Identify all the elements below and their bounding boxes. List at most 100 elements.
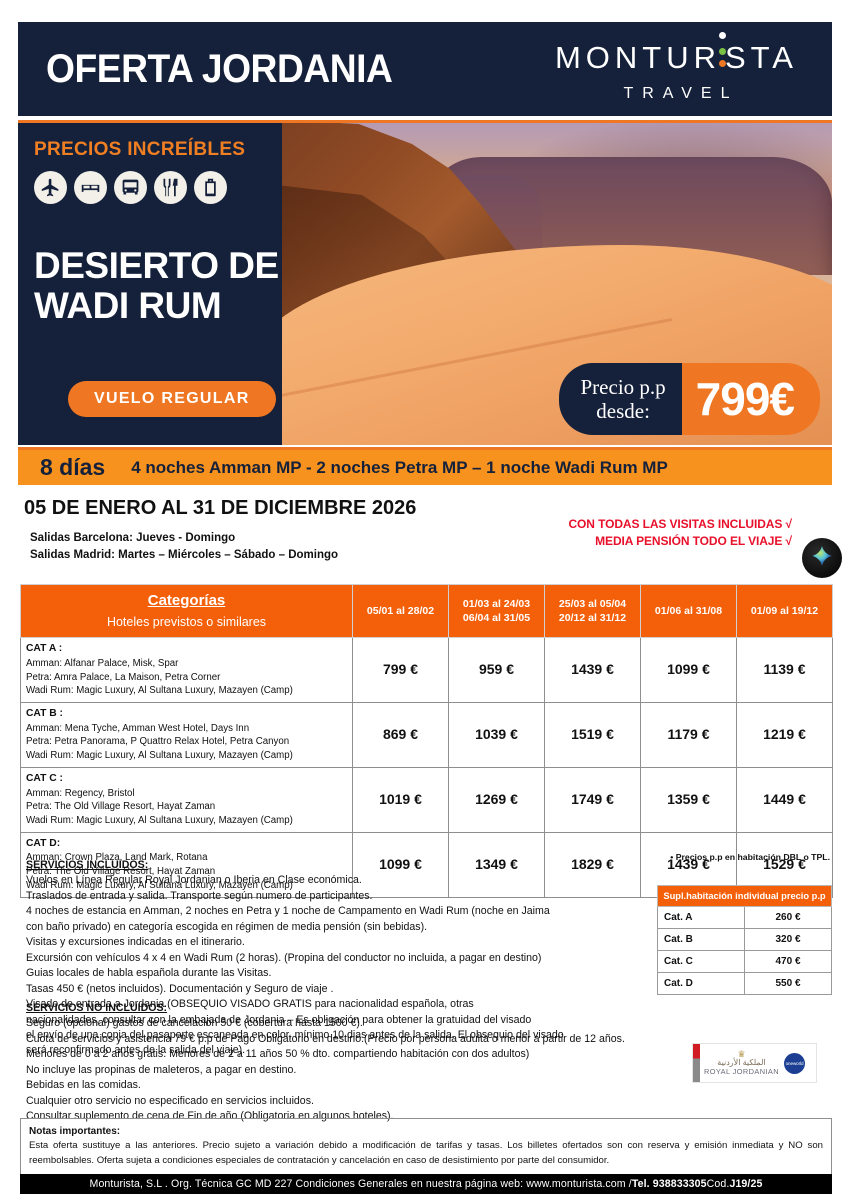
hotels-wadirum: Wadi Rum: Magic Luxury, Al Sultana Luxur…	[26, 815, 293, 827]
supplement-category: Cat. A	[657, 906, 745, 929]
hotels-amman: Amman: Alfanar Palace, Misk, Spar	[26, 657, 179, 669]
header-bar: OFERTA JORDANIA MONTUR STA TRAVEL	[18, 22, 832, 116]
service-not-included-line: Seguro (opcional) gastos de cancelación …	[26, 1017, 363, 1030]
supplement-amount: 320 €	[744, 928, 832, 951]
luggage-icon	[194, 171, 227, 204]
service-included-line: Traslados de entrada y salida. Transport…	[26, 889, 373, 902]
footer-phone: Tel. 938833305	[631, 1178, 707, 1190]
supplement-row: Cat. C 470 €	[657, 950, 832, 973]
price-label-line1: Precio p.p	[580, 374, 666, 399]
column-header-period-2: 01/03 al 24/03 06/04 al 31/05	[448, 583, 545, 639]
supplement-amount: 550 €	[744, 972, 832, 995]
price-footnote: • Precios p.p en habitación DBL o TPL.	[670, 852, 830, 862]
price-cell: 1439 €	[544, 637, 641, 704]
supplement-row: Cat. B 320 €	[657, 928, 832, 951]
departures-block: Salidas Barcelona: Jueves - Domingo Sali…	[30, 530, 338, 565]
airline-name-arabic: الملكية الأردنية	[717, 1058, 766, 1068]
category-cell: CAT A : Amman: Alfanar Palace, Misk, Spar…	[20, 637, 353, 704]
column-header-period-1: 05/01 al 28/02	[352, 583, 449, 639]
departures-barcelona: Salidas Barcelona: Jueves - Domingo	[30, 532, 236, 544]
price-cell: 1099 €	[352, 831, 449, 898]
services-included-title: SERVICIOS INCLUIDOS:	[26, 859, 149, 871]
service-included-line: Visitas y excursiones indicadas en el it…	[26, 936, 245, 949]
flight-type-badge[interactable]: VUELO REGULAR	[68, 381, 276, 417]
price-cell: 1449 €	[736, 766, 833, 833]
bed-icon	[74, 171, 107, 204]
service-not-included-line: Menores de 0 a 2 años gratis. Menores de…	[26, 1048, 530, 1061]
price-cell: 1139 €	[736, 637, 833, 704]
category-cell: CAT D: Amman: Crown Plaza, Land Mark, Rot…	[20, 831, 353, 898]
hero-kicker: PRECIOS INCREÍBLES	[34, 139, 246, 160]
service-not-included-line: Consultar suplemento de cena de Fin de a…	[26, 1110, 394, 1123]
price-cell: 1749 €	[544, 766, 641, 833]
service-included-line: Vuelos en Línea Regular Royal Jordanian …	[26, 874, 362, 887]
supplement-table-header: Supl.habitación individual precio p.p	[657, 885, 832, 907]
globe-icon	[802, 538, 842, 578]
hotels-petra: Petra: Petra Panorama, P Quattro Relax H…	[26, 736, 290, 748]
airline-name: ROYAL JORDANIAN	[704, 1067, 779, 1077]
plane-icon	[34, 171, 67, 204]
departures-madrid: Salidas Madrid: Martes – Miércoles – Sáb…	[30, 549, 339, 562]
notes-title: Notas importantes:	[29, 1126, 121, 1137]
service-not-included-line: Bebidas en las comidas.	[26, 1079, 141, 1092]
price-cell: 1099 €	[640, 637, 737, 704]
column-header-period-4: 01/06 al 31/08	[640, 583, 737, 639]
brand-tagline: TRAVEL	[623, 84, 739, 102]
price-cell: 1179 €	[640, 702, 737, 768]
price-label: Precio p.p desde:	[558, 363, 682, 435]
service-not-included-line: Cuota de servicios y asistencia 79 € p.p…	[26, 1032, 625, 1045]
hero-title: DESIERTO DE WADI RUM	[34, 246, 282, 325]
table-row: CAT A : Amman: Alfanar Palace, Misk, Spar…	[20, 637, 833, 704]
table-row: CAT B : Amman: Mena Tyche, Amman West Hot…	[20, 702, 833, 768]
supplement-row: Cat. A 260 €	[657, 906, 832, 929]
price-label-line2: desde:	[596, 399, 650, 423]
hotels-amman: Amman: Mena Tyche, Amman West Hotel, Day…	[26, 722, 250, 734]
footer-code-label: Cod.	[706, 1178, 730, 1190]
price-cell: 1269 €	[448, 766, 545, 833]
price-cell: 869 €	[352, 702, 449, 768]
category-name: CAT D:	[26, 837, 61, 849]
validity-dates: 05 DE ENERO AL 31 DE DICIEMBRE 2026	[24, 497, 417, 519]
price-cell: 1039 €	[448, 702, 545, 768]
royal-jordanian-logo: ♛ الملكية الأردنية ROYAL JORDANIAN onewo…	[692, 1043, 817, 1083]
flag-bar-icon	[693, 1044, 700, 1082]
cutlery-icon	[154, 171, 187, 204]
service-included-line: Excursión con vehículos 4 x 4 en Wadi Ru…	[26, 951, 542, 964]
table-header-row: Categorías Hoteles previstos o similares…	[20, 583, 833, 639]
price-amount: 799€	[681, 363, 820, 435]
duration-strip: 8 días 4 noches Amman MP - 2 noches Petr…	[18, 447, 832, 485]
important-notes: Notas importantes: Esta oferta sustituye…	[20, 1118, 832, 1176]
supplement-table: Supl.habitación individual precio p.p Ca…	[657, 885, 832, 995]
price-table: Categorías Hoteles previstos o similares…	[20, 583, 833, 898]
table-row: CAT C : Amman: Regency, Bristol Petra: The…	[20, 766, 833, 833]
highlight-notice: CON TODAS LAS VISITAS INCLUIDAS √ MEDIA …	[568, 516, 792, 551]
highlight-line-2: MEDIA PENSIÓN TODO EL VIAJE √	[595, 534, 792, 549]
hotels-amman: Amman: Regency, Bristol	[26, 787, 135, 799]
category-cell: CAT C : Amman: Regency, Bristol Petra: The…	[20, 766, 353, 833]
hero-title-line2: WADI RUM	[34, 284, 222, 326]
supplement-category: Cat. D	[657, 972, 745, 995]
crown-icon: ♛	[737, 1049, 746, 1060]
services-not-included-title: SERVICIOS NO INCLUIDOS:	[26, 1002, 168, 1014]
hotels-petra: Petra: The Old Village Resort, Hayat Zam…	[26, 866, 216, 878]
supplement-amount: 470 €	[744, 950, 832, 973]
notes-body: Esta oferta sustituye a las anteriores. …	[29, 1140, 823, 1166]
bus-icon	[114, 171, 147, 204]
service-included-line: Guias locales de habla española durante …	[26, 967, 272, 980]
category-cell: CAT B : Amman: Mena Tyche, Amman West Hot…	[20, 702, 353, 768]
category-name: CAT C :	[26, 772, 63, 784]
column-header-categories: Categorías Hoteles previstos o similares	[20, 583, 353, 639]
price-cell: 1019 €	[352, 766, 449, 833]
hotels-petra: Petra: The Old Village Resort, Hayat Zam…	[26, 801, 216, 813]
price-cell: 959 €	[448, 637, 545, 704]
footer-bar: Monturista, S.L . Org. Técnica GC MD 227…	[20, 1174, 832, 1194]
service-included-line: será reconfirmado antes de la salida del…	[26, 1044, 246, 1057]
supplement-row: Cat. D 550 €	[657, 972, 832, 995]
service-included-line: el envío de una copia del pasaporte esca…	[26, 1028, 564, 1041]
category-name: CAT A :	[26, 643, 63, 655]
service-included-line: con baño privado) en categoría escogida …	[26, 920, 428, 933]
price-cell: 1519 €	[544, 702, 641, 768]
price-badge: Precio p.p desde: 799€	[558, 363, 820, 435]
service-included-line: Visado de entrada a Jordania (OBSEQUIO V…	[26, 998, 474, 1011]
